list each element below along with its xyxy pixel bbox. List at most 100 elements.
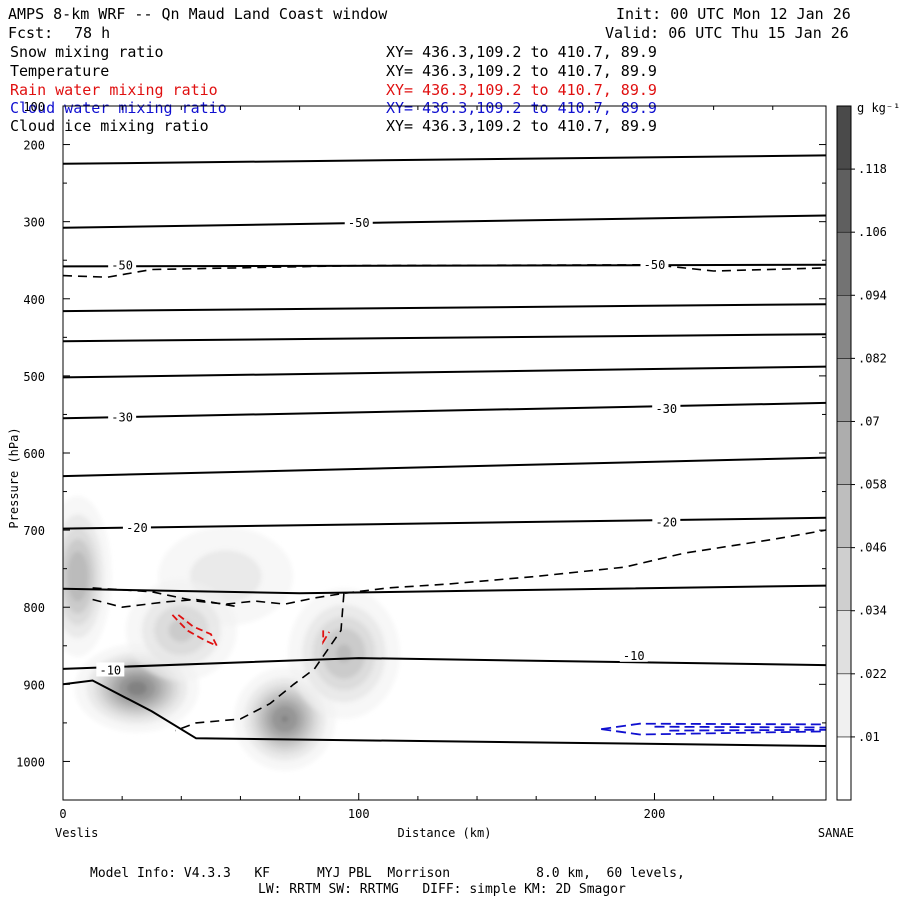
cloud-water-contour-0	[601, 722, 826, 730]
y-tick-label-7: 900	[23, 678, 45, 692]
legend-xy-snow: XY= 436.3,109.2 to 410.7, 89.9	[386, 43, 657, 61]
init-time: Init: 00 UTC Mon 12 Jan 26	[616, 5, 851, 23]
y-tick-label-8: 1000	[16, 755, 45, 769]
isotherm-1	[63, 214, 826, 229]
y-tick-label-5: 700	[23, 524, 45, 538]
colorbar-label-5: .07	[858, 414, 880, 428]
colorbar-segment-9	[836, 168, 852, 233]
colorbar-segment-1	[836, 673, 852, 738]
snow-shade-0-4	[67, 551, 89, 602]
rain-contour-1	[322, 630, 330, 646]
rain-contours	[171, 614, 330, 648]
cloud-ice-contours	[63, 263, 826, 732]
isotherm-label-bg-1	[108, 257, 137, 272]
colorbar-segment-0	[836, 736, 852, 801]
snow-shade-1-7	[126, 680, 148, 696]
isotherm-9	[63, 584, 826, 595]
chart-title: AMPS 8-km WRF -- Qn Maud Land Coast wind…	[8, 5, 388, 23]
y-tick-label-6: 800	[23, 601, 45, 615]
isotherm-3	[63, 303, 826, 313]
legend-name-snow: Snow mixing ratio	[10, 43, 164, 61]
colorbar-label-9: .118	[858, 162, 887, 176]
isotherm-label-bg-7	[652, 514, 681, 529]
x-tick-label-2: 200	[644, 807, 666, 821]
cloud-water-contours	[601, 722, 826, 736]
isotherm-4	[63, 333, 826, 343]
cloud-water-contour-3	[669, 728, 826, 732]
colorbar-label-8: .106	[858, 225, 887, 239]
legend-xy-cloud-ice: XY= 436.3,109.2 to 410.7, 89.9	[386, 117, 657, 135]
colorbar-segment-4	[836, 484, 852, 548]
x-tick-label-1: 100	[348, 807, 370, 821]
isotherm-label-2: -50	[644, 258, 666, 272]
isotherm-label-bg-9	[619, 647, 648, 662]
isotherm-label-9: -10	[623, 649, 645, 663]
colorbar-frame	[836, 105, 852, 801]
isotherm-label-5: -30	[655, 402, 677, 416]
isotherm-label-7: -20	[655, 515, 677, 529]
isotherm-7	[63, 456, 826, 478]
colorbar-segment-7	[836, 295, 852, 359]
cloud-water-contour-2	[654, 725, 826, 729]
colorbar-segment-5	[836, 421, 852, 485]
y-tick-label-top: 100	[23, 100, 45, 114]
y-axis: 200 300 400 500 600 700 800 900 1000 100 Pressure …	[7, 100, 826, 801]
cloud-water-contour-1	[601, 728, 826, 736]
isotherm-label-bg-8	[96, 662, 125, 677]
y-tick-label-4: 600	[23, 447, 45, 461]
isotherm-label-bg-2	[640, 256, 669, 271]
colorbar-label-1: .022	[858, 667, 887, 681]
isotherm-0	[63, 154, 826, 165]
y-axis-label: Pressure (hPa)	[7, 427, 21, 528]
legend-name-temperature: Temperature	[10, 62, 110, 80]
colorbar-label-0: .01	[858, 730, 880, 744]
colorbar-segment-8	[836, 231, 852, 296]
colorbar-unit: g kg⁻¹	[857, 101, 900, 115]
snow-shade-5-3	[168, 618, 194, 642]
valid-time: Valid: 06 UTC Thu 15 Jan 26	[605, 24, 849, 42]
forecast-label: Fcst:	[8, 24, 54, 42]
isotherm-label-8: -10	[99, 663, 121, 677]
y-tick-label-2: 400	[23, 293, 45, 307]
isotherm-label-bg-5	[652, 401, 681, 416]
isotherm-label-bg-6	[122, 519, 151, 534]
isotherm-label-bg-3	[108, 409, 137, 424]
temperature-isotherms	[63, 154, 826, 747]
legend-xy-cloud-water: XY= 436.3,109.2 to 410.7, 89.9	[386, 99, 657, 117]
snow-shading	[63, 496, 400, 771]
cloud-ice-contour-1	[92, 529, 826, 605]
colorbar-label-2: .034	[858, 604, 887, 618]
isotherm-11	[63, 679, 826, 747]
x-tick-label-0: 0	[59, 807, 66, 821]
y-tick-label-1: 300	[23, 216, 45, 230]
legend-name-cloud-water: Cloud water mixing ratio	[10, 99, 227, 117]
legend-xy-temperature: XY= 436.3,109.2 to 410.7, 89.9	[386, 62, 657, 80]
isotherm-6	[63, 401, 826, 420]
colorbar-segment-3	[836, 547, 852, 611]
cloud-ice-contour-3	[175, 593, 345, 732]
colorbar-label-6: .082	[858, 351, 887, 365]
cloud-ice-contour-0	[63, 263, 826, 279]
isotherm-label-0: -50	[348, 216, 370, 230]
x-axis-label: Distance (km)	[398, 826, 492, 840]
legend-name-rain: Rain water mixing ratio	[10, 81, 218, 99]
colorbar-segment-10	[836, 105, 852, 170]
forecast-hours: 78 h	[74, 24, 111, 42]
isotherm-labels: -50-50-50-30-30-30-20-20-10-10	[96, 215, 681, 677]
colorbar-label-7: .094	[858, 288, 887, 302]
x-left-endpoint-label: Veslis	[55, 826, 98, 840]
legend-name-cloud-ice: Cloud ice mixing ratio	[10, 117, 209, 135]
colorbar-segment-2	[836, 610, 852, 675]
legend-xy-rain: XY= 436.3,109.2 to 410.7, 89.9	[386, 81, 657, 99]
isotherm-label-6: -20	[126, 521, 148, 535]
model-info-line2: LW: RRTM SW: RRTMG DIFF: simple KM: 2D S…	[258, 882, 626, 897]
isotherm-10	[63, 657, 826, 670]
plot-area: -50-50-50-30-30-30-20-20-10-10	[63, 154, 826, 771]
isotherm-label-1: -50	[111, 259, 133, 273]
x-axis: 0 100 200 Distance (km) Veslis SANAE	[55, 106, 854, 840]
y-tick-label-3: 500	[23, 370, 45, 384]
isotherm-label-3: -30	[111, 411, 133, 425]
isotherm-8	[63, 516, 826, 530]
colorbar: .01 .022 .034 .046 .058 .07 .082 .094 .106 .118 g …	[836, 101, 900, 801]
